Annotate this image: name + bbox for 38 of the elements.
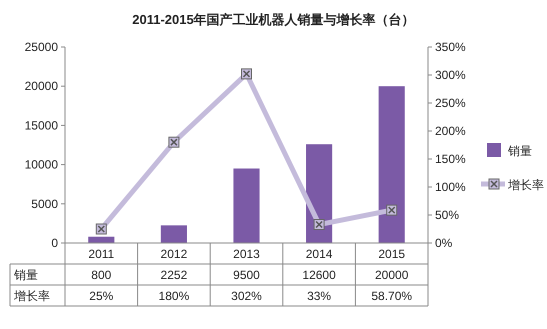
data-label: 180% (158, 289, 190, 303)
y-tick-label: 0 (51, 236, 58, 250)
data-label: 12600 (302, 268, 336, 282)
y2-tick-label: 350% (435, 40, 466, 54)
text: 销量 (14, 268, 38, 282)
x-tick-label: 2014 (306, 247, 333, 261)
y2-tick-label: 250% (435, 96, 466, 110)
y2-tick-label: 200% (435, 124, 466, 138)
data-label: 2252 (160, 268, 188, 282)
data-label: 33% (307, 289, 332, 303)
y-tick-label: 20000 (24, 79, 58, 94)
data-label: 9500 (233, 268, 260, 282)
x-tick-label: 2013 (233, 247, 260, 261)
y2-tick-label: 300% (435, 68, 466, 82)
data-label: 800 (91, 268, 112, 282)
x-tick-label: 2011 (88, 247, 115, 261)
bar (378, 86, 405, 243)
data-label: 20000 (375, 268, 409, 282)
y2-tick-label: 0% (435, 236, 453, 250)
y-tick-label: 15000 (24, 118, 58, 132)
bar (160, 225, 187, 243)
x-tick-label: 2015 (378, 247, 406, 261)
data-label: 58.70% (371, 289, 412, 303)
chart-title: 2011-2015年国产工业机器人销量与增长率（台） (132, 12, 415, 27)
y-tick-label: 10000 (24, 158, 58, 172)
y2-tick-label: 100% (435, 180, 466, 194)
x-tick-label: 2012 (160, 247, 188, 261)
y2-tick-label: 50% (435, 208, 460, 222)
data-label: 302% (231, 289, 262, 303)
bar (88, 236, 114, 243)
y-tick-label: 5000 (31, 196, 58, 211)
legend-label: 销量 (507, 144, 532, 158)
y-tick-label: 25000 (24, 40, 58, 54)
legend-label: 增长率 (507, 178, 544, 192)
data-label: 25% (89, 289, 114, 303)
bar (233, 168, 260, 243)
y2-tick-label: 150% (435, 152, 466, 166)
text: 增长率 (14, 289, 50, 303)
